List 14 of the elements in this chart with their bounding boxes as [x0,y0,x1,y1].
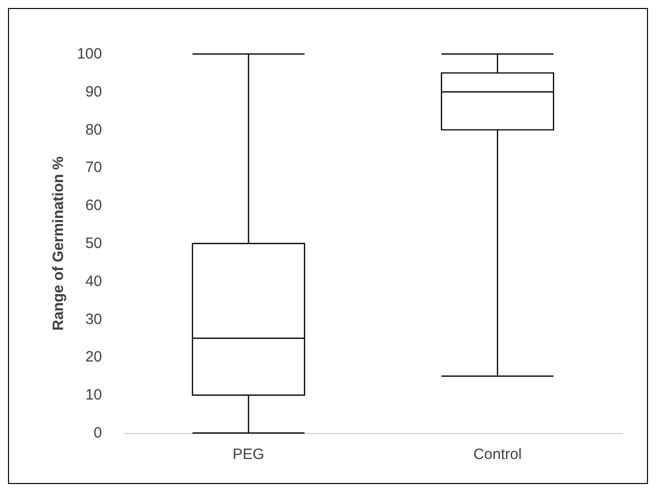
y-tick-label: 60 [85,197,102,214]
x-tick-label: Control [473,446,522,463]
x-tick-label: PEG [232,446,264,463]
y-tick-label: 10 [85,386,102,404]
y-tick-label: 100 [76,46,102,62]
y-tick-label: 30 [85,310,102,328]
y-tick-label: 50 [85,235,102,252]
y-tick-label: 90 [85,83,102,100]
y-tick-label: 40 [85,272,102,290]
y-tick-label: 20 [85,348,102,366]
y-tick-label: 0 [94,424,102,442]
y-tick-label: 80 [85,121,102,138]
y-tick-label: 70 [85,159,102,176]
y-axis-title: Range of Germination % [50,156,68,331]
